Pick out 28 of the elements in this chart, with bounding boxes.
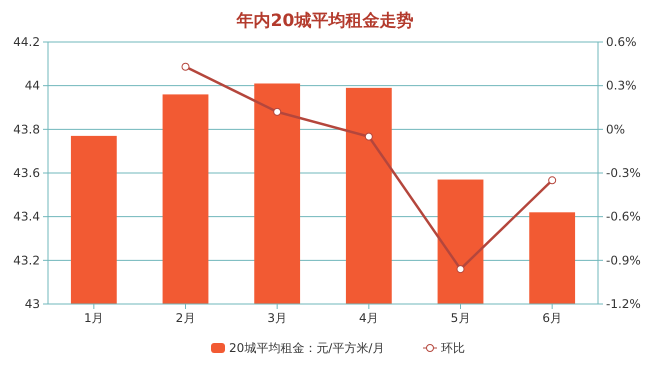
y-tick-label: 43.2	[13, 253, 40, 268]
point	[273, 108, 282, 116]
y-tick-label: 44	[24, 78, 40, 93]
point	[456, 265, 464, 274]
point	[182, 62, 190, 71]
y2-tick-label: 0.3%	[606, 78, 636, 93]
legend-label: 环比	[441, 341, 465, 355]
x-tick-label: 3月	[267, 311, 287, 325]
point	[548, 176, 556, 184]
y-tick-label: 43.4	[13, 210, 40, 224]
y-tick-label: 44.2	[13, 35, 40, 49]
y2-tick-label: -1.2%	[606, 297, 641, 311]
x-tick-label: 1月	[84, 311, 104, 325]
y-tick-label: 43.6	[13, 166, 40, 180]
y-tick-label: 43	[24, 297, 40, 311]
y2-tick-label: -0.6%	[606, 210, 641, 224]
x-tick-label: 2月	[176, 311, 196, 325]
y-tick-label: 43.8	[13, 122, 40, 136]
x-tick-label: 4月	[359, 311, 379, 325]
chart-title: 年内20城平均租金走势	[236, 11, 414, 31]
x-tick-label: 5月	[450, 311, 470, 325]
y2-tick-label: -0.9%	[606, 253, 641, 268]
y2-tick-label: 0.6%	[606, 35, 636, 49]
legend-label: 20城平均租金：元/平方米/月	[229, 341, 384, 355]
point	[364, 132, 373, 141]
x-tick-label: 6月	[542, 311, 562, 325]
y2-tick-label: -0.3%	[606, 166, 641, 180]
y2-tick-label: 0%	[606, 122, 626, 136]
